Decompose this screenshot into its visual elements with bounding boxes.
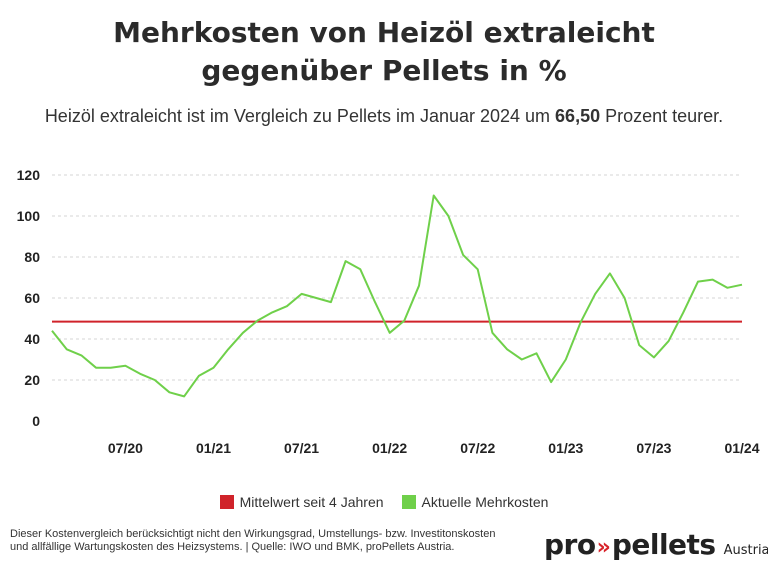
y-tick-label: 20 xyxy=(24,372,40,388)
legend-swatch-current xyxy=(401,495,416,509)
legend-label-mean: Mittelwert seit 4 Jahren xyxy=(239,494,384,510)
legend: Mittelwert seit 4 Jahren Aktuelle Mehrko… xyxy=(0,494,768,510)
x-tick-label: 07/20 xyxy=(108,440,143,456)
legend-item-current: Aktuelle Mehrkosten xyxy=(401,494,549,510)
x-tick-label: 01/21 xyxy=(196,440,231,456)
x-tick-label: 07/22 xyxy=(460,440,495,456)
y-tick-label: 40 xyxy=(24,331,40,347)
subtitle-fuel: Heizöl extraleicht xyxy=(44,106,182,126)
chart-title-line1: Mehrkosten von Heizöl extraleicht xyxy=(113,16,655,49)
legend-item-mean: Mittelwert seit 4 Jahren xyxy=(219,494,384,510)
y-tick-label: 0 xyxy=(32,413,40,429)
x-tick-label: 01/22 xyxy=(372,440,407,456)
x-tick-labels: 07/20 01/21 07/21 01/22 07/22 01/23 07/23 01/24 xyxy=(108,440,760,456)
grid-lines xyxy=(52,174,742,381)
legend-label-current: Aktuelle Mehrkosten xyxy=(421,494,549,510)
x-tick-label: 01/24 xyxy=(724,440,759,456)
legend-swatch-mean xyxy=(219,495,234,509)
footnote: Dieser Kostenvergleich berücksichtigt ni… xyxy=(10,528,496,553)
subtitle-value: 66,50 xyxy=(555,106,601,126)
x-tick-label: 07/23 xyxy=(636,440,671,456)
logo-arrows: » xyxy=(596,535,611,560)
chart-subtitle: Heizöl extraleicht ist im Vergleich zu P… xyxy=(40,104,728,128)
y-tick-label: 80 xyxy=(24,249,40,265)
y-tick-label: 100 xyxy=(17,208,41,224)
y-tick-label: 120 xyxy=(17,167,41,183)
logo-pro: pro xyxy=(544,528,596,561)
x-tick-label: 01/23 xyxy=(548,440,583,456)
current-cost-line xyxy=(51,194,743,398)
x-tick-label: 07/21 xyxy=(284,440,319,456)
chart-title-line2: gegenüber Pellets in % xyxy=(201,54,567,87)
logo-pellets: pellets xyxy=(611,528,716,561)
chart-title: Mehrkosten von Heizöl extraleicht gegenü… xyxy=(0,14,768,90)
logo-region: Austria xyxy=(723,543,768,558)
propellets-logo: pro » pellets Austria xyxy=(544,528,768,561)
subtitle-text: ist im Vergleich zu Pellets im Januar 20… xyxy=(181,106,556,126)
subtitle-end: Prozent teurer. xyxy=(600,106,724,126)
y-tick-labels: 0 20 40 60 80 100 120 xyxy=(17,167,41,429)
y-tick-label: 60 xyxy=(24,290,40,306)
